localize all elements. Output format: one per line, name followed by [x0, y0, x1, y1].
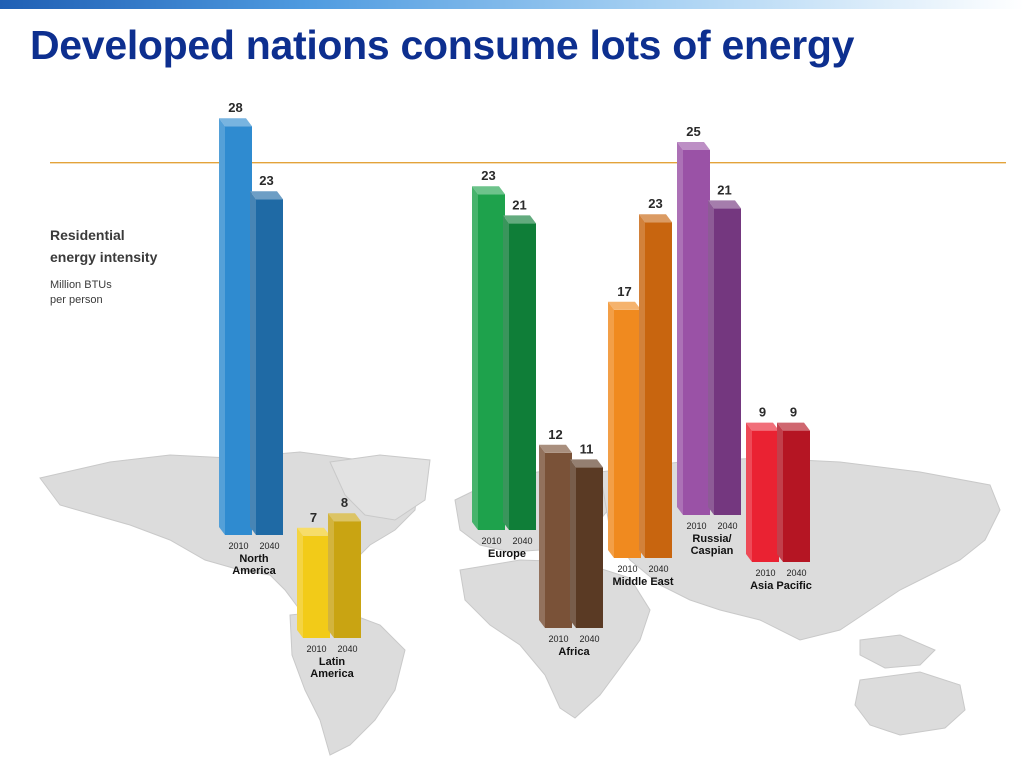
bar-side-face: [219, 118, 225, 535]
bar-groups: 282010232040NorthAmerica7201082040LatinA…: [219, 100, 812, 680]
year-label: 2040: [717, 521, 737, 531]
region-label: America: [232, 565, 276, 577]
bar-group-6: 9 2010 9 2040 Asia Pacific: [746, 405, 812, 592]
bar-top-face: [503, 215, 536, 224]
bar: [478, 194, 505, 530]
value-label: 12: [548, 427, 562, 442]
bar: [303, 535, 330, 638]
value-label: 17: [617, 284, 631, 299]
value-label: 11: [580, 441, 594, 456]
value-label: 21: [717, 182, 731, 197]
axis-caption: Residential energy intensity Million BTU…: [50, 227, 158, 306]
year-label: 2010: [228, 541, 248, 551]
bar-group-2: 23 2010 21 2040 Europe: [472, 168, 536, 560]
bar-top-face: [677, 142, 710, 150]
bar: [683, 150, 710, 515]
value-label: 23: [648, 196, 662, 211]
year-label: 2010: [755, 568, 775, 578]
value-label: 7: [310, 510, 317, 525]
bar-side-face: [746, 422, 752, 562]
year-label: 2040: [512, 536, 532, 546]
bar-top-face: [639, 214, 672, 223]
region-label: America: [310, 668, 354, 680]
year-label: 2010: [481, 536, 501, 546]
year-label: 2040: [786, 568, 806, 578]
region-label: Caspian: [691, 545, 734, 557]
bar-top-face: [219, 118, 252, 127]
bar: [714, 208, 741, 515]
value-label: 25: [686, 124, 700, 139]
value-label: 23: [481, 168, 495, 183]
bar: [614, 309, 641, 558]
bar-top-face: [472, 186, 505, 195]
bar-side-face: [608, 301, 614, 558]
bar: [334, 521, 361, 638]
value-label: 8: [341, 495, 348, 510]
bar-top-face: [708, 200, 741, 209]
bar: [225, 126, 252, 535]
bar-group-4: 17 2010 23 2040 Middle East: [608, 196, 674, 588]
bar-side-face: [677, 142, 683, 515]
bar-side-face: [639, 214, 645, 558]
bar-top-face: [297, 527, 330, 536]
bar-top-face: [539, 444, 572, 453]
bar-side-face: [328, 513, 334, 638]
bar-side-face: [503, 215, 509, 530]
bar: [752, 430, 779, 562]
bar-top-face: [777, 422, 810, 431]
bar-group-5: 25 2010 21 2040 Russia/Caspian: [677, 124, 741, 557]
year-label: 2010: [306, 644, 326, 654]
value-label: 21: [512, 197, 526, 212]
value-label: 23: [259, 173, 273, 188]
bar-top-face: [746, 422, 779, 431]
y-unit-line-1: Million BTUs: [50, 279, 112, 291]
bar-side-face: [777, 422, 783, 562]
y-label-line-1: Residential: [50, 227, 125, 243]
bar-side-face: [708, 200, 714, 515]
year-label: 2040: [579, 634, 599, 644]
bar: [783, 430, 810, 562]
region-label: Latin: [319, 656, 346, 668]
bar-top-face: [250, 191, 283, 200]
bar-top-face: [608, 301, 641, 310]
region-label: Asia Pacific: [750, 580, 812, 592]
year-label: 2040: [337, 644, 357, 654]
region-label: North: [239, 553, 269, 565]
region-label: Europe: [488, 548, 526, 560]
bar-side-face: [250, 191, 256, 535]
region-label: Russia/: [692, 533, 731, 545]
top-accent-band: [0, 0, 1024, 9]
bar-top-face: [328, 513, 361, 522]
value-label: 9: [790, 405, 797, 420]
y-unit-line-2: per person: [50, 294, 103, 306]
bar-side-face: [297, 527, 303, 638]
region-label: Africa: [558, 646, 590, 658]
year-label: 2010: [617, 564, 637, 574]
bar-group-3: 12 2010 11 2040 Africa: [539, 427, 603, 658]
bar-top-face: [570, 459, 603, 468]
slide-title: Developed nations consume lots of energy: [30, 22, 855, 68]
bar: [545, 452, 572, 628]
bar: [645, 222, 672, 558]
bar: [576, 467, 603, 628]
year-label: 2010: [548, 634, 568, 644]
year-label: 2040: [259, 541, 279, 551]
bar: [509, 223, 536, 530]
region-label: Middle East: [612, 576, 673, 588]
year-label: 2040: [648, 564, 668, 574]
year-label: 2010: [686, 521, 706, 531]
y-label-line-2: energy intensity: [50, 249, 158, 265]
value-label: 28: [228, 100, 242, 115]
bar-side-face: [472, 186, 478, 530]
value-label: 9: [759, 405, 766, 420]
bar-side-face: [570, 459, 576, 628]
bar: [256, 199, 283, 535]
bar-side-face: [539, 444, 545, 628]
